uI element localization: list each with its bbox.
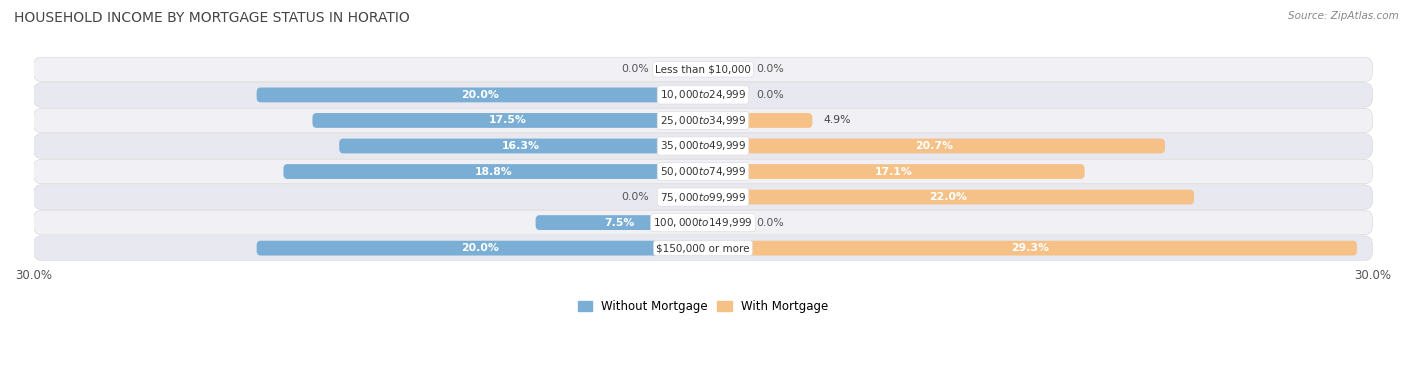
Text: $100,000 to $149,999: $100,000 to $149,999 — [654, 216, 752, 229]
Text: $50,000 to $74,999: $50,000 to $74,999 — [659, 165, 747, 178]
FancyBboxPatch shape — [34, 57, 1372, 82]
FancyBboxPatch shape — [34, 236, 1372, 260]
FancyBboxPatch shape — [34, 210, 1372, 235]
Text: 0.0%: 0.0% — [756, 64, 785, 74]
Text: 0.0%: 0.0% — [621, 64, 650, 74]
Text: $10,000 to $24,999: $10,000 to $24,999 — [659, 88, 747, 101]
FancyBboxPatch shape — [34, 185, 1372, 209]
Text: 4.9%: 4.9% — [824, 115, 851, 125]
Text: 0.0%: 0.0% — [756, 218, 785, 228]
Legend: Without Mortgage, With Mortgage: Without Mortgage, With Mortgage — [574, 296, 832, 318]
FancyBboxPatch shape — [284, 164, 703, 179]
FancyBboxPatch shape — [658, 190, 703, 204]
FancyBboxPatch shape — [257, 241, 703, 256]
FancyBboxPatch shape — [536, 215, 703, 230]
Text: HOUSEHOLD INCOME BY MORTGAGE STATUS IN HORATIO: HOUSEHOLD INCOME BY MORTGAGE STATUS IN H… — [14, 11, 409, 25]
FancyBboxPatch shape — [703, 215, 748, 230]
Text: 0.0%: 0.0% — [756, 90, 785, 100]
Text: 17.5%: 17.5% — [489, 115, 527, 125]
FancyBboxPatch shape — [34, 83, 1372, 107]
Text: 20.0%: 20.0% — [461, 90, 499, 100]
FancyBboxPatch shape — [34, 134, 1372, 158]
FancyBboxPatch shape — [703, 241, 1357, 256]
Text: 22.0%: 22.0% — [929, 192, 967, 202]
Text: $35,000 to $49,999: $35,000 to $49,999 — [659, 139, 747, 152]
FancyBboxPatch shape — [703, 62, 748, 77]
FancyBboxPatch shape — [703, 164, 1084, 179]
FancyBboxPatch shape — [658, 62, 703, 77]
Text: 17.1%: 17.1% — [875, 167, 912, 177]
Text: 0.0%: 0.0% — [621, 192, 650, 202]
FancyBboxPatch shape — [703, 113, 813, 128]
Text: 20.7%: 20.7% — [915, 141, 953, 151]
FancyBboxPatch shape — [34, 159, 1372, 184]
Text: $25,000 to $34,999: $25,000 to $34,999 — [659, 114, 747, 127]
Text: 20.0%: 20.0% — [461, 243, 499, 253]
FancyBboxPatch shape — [339, 139, 703, 153]
Text: Less than $10,000: Less than $10,000 — [655, 64, 751, 74]
Text: 16.3%: 16.3% — [502, 141, 540, 151]
Text: 18.8%: 18.8% — [474, 167, 512, 177]
FancyBboxPatch shape — [703, 88, 748, 102]
FancyBboxPatch shape — [34, 108, 1372, 133]
Text: $75,000 to $99,999: $75,000 to $99,999 — [659, 191, 747, 204]
Text: 29.3%: 29.3% — [1011, 243, 1049, 253]
Text: 7.5%: 7.5% — [605, 218, 634, 228]
Text: Source: ZipAtlas.com: Source: ZipAtlas.com — [1288, 11, 1399, 21]
Text: $150,000 or more: $150,000 or more — [657, 243, 749, 253]
FancyBboxPatch shape — [703, 190, 1194, 204]
FancyBboxPatch shape — [703, 139, 1166, 153]
FancyBboxPatch shape — [257, 88, 703, 102]
FancyBboxPatch shape — [312, 113, 703, 128]
